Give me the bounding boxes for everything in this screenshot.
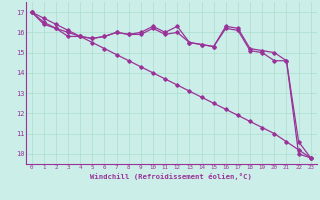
X-axis label: Windchill (Refroidissement éolien,°C): Windchill (Refroidissement éolien,°C) xyxy=(90,173,252,180)
